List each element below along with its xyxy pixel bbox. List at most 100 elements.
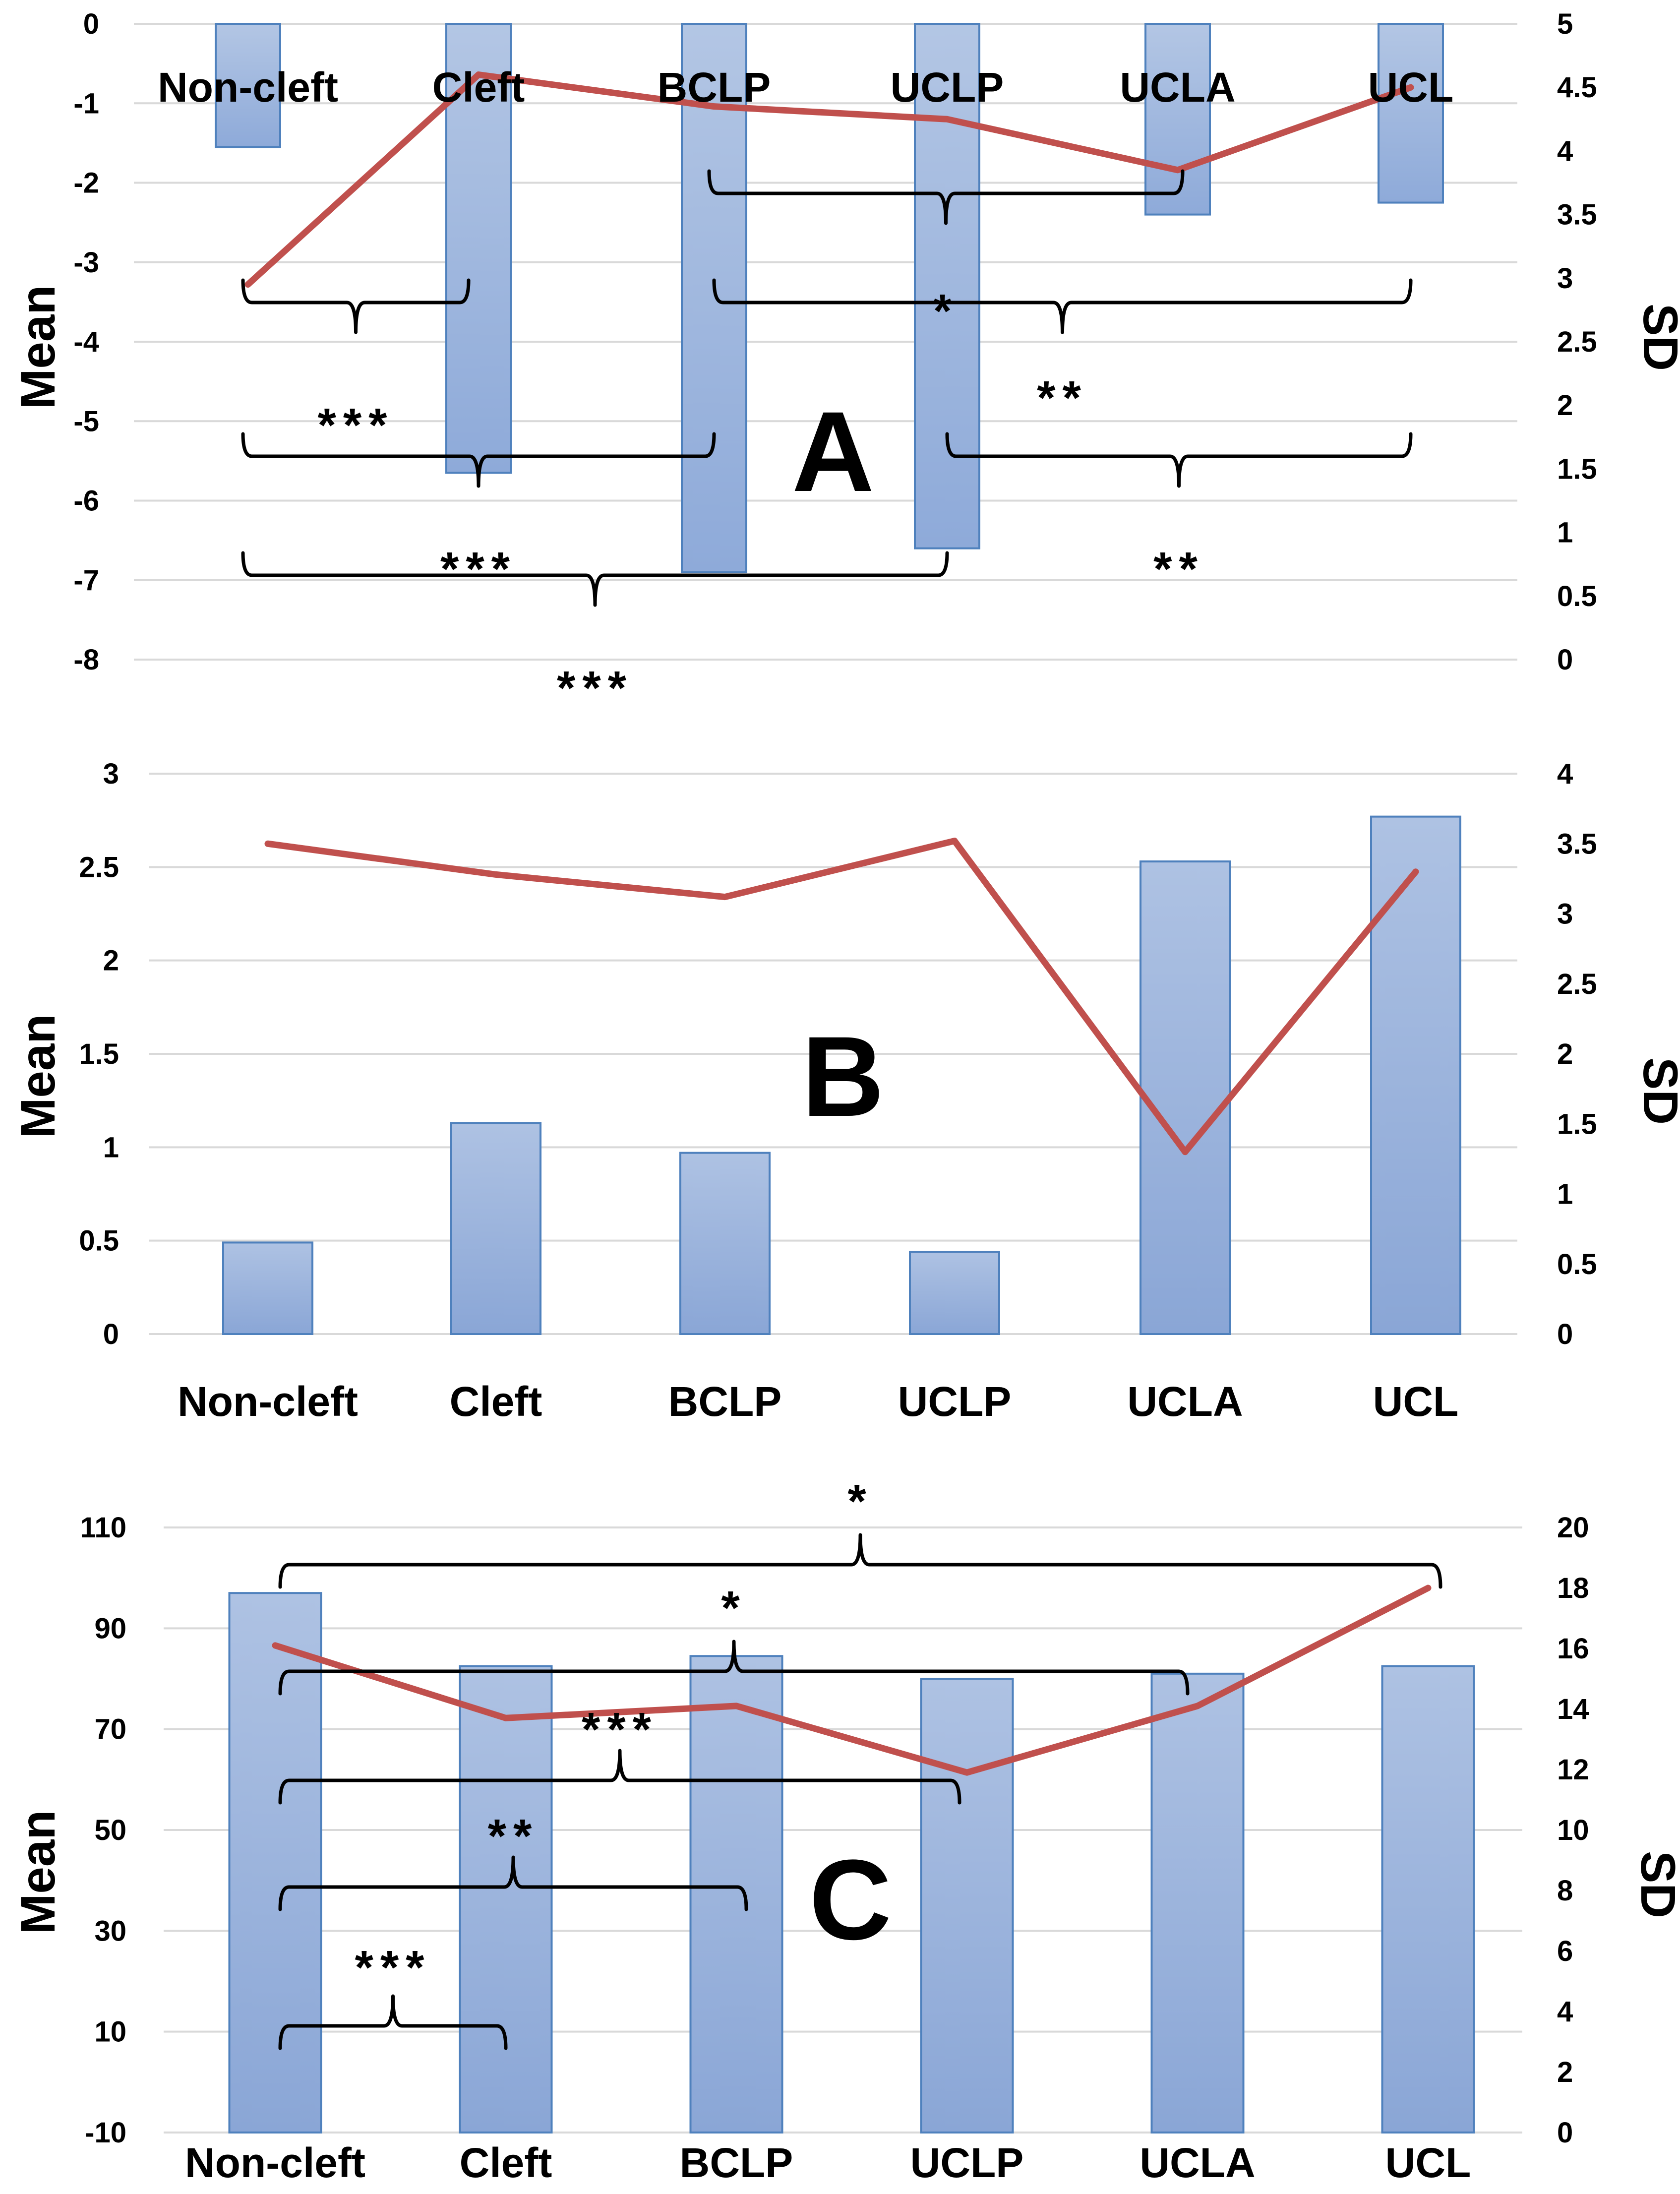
y2-tick-label: 10 (1557, 1814, 1589, 1846)
panel-letter: C (809, 1836, 892, 1963)
y2-tick-label: 4 (1557, 135, 1573, 167)
y2-tick-label: 3 (1557, 262, 1573, 295)
category-label: BCLP (668, 1378, 782, 1425)
bar-bclp (681, 23, 747, 573)
panel-a: 0 -1 -2 -3 -4 -5 -6 -7 -8 5 4.5 4 3.5 3 2.5 2 1.5 1 0.5 0 No… (10, 8, 1680, 715)
category-label: Non-cleft (158, 64, 338, 111)
category-label: UCLA (1127, 1378, 1243, 1425)
bar-ucl (1378, 23, 1444, 204)
bar-cleft (450, 1122, 541, 1336)
y2-tick-label: 4.5 (1557, 71, 1597, 104)
bar-uclp (914, 23, 980, 549)
category-label: Non-cleft (185, 2139, 365, 2186)
y-tick-label: 1.5 (79, 1038, 119, 1070)
significance-bracket (241, 551, 949, 607)
y-tick-label: 90 (94, 1612, 126, 1645)
y-tick-label: -2 (73, 167, 99, 199)
significance-stars: *** (355, 1941, 431, 1994)
y-tick-label: 1 (103, 1131, 119, 1163)
y-tick-label: 10 (94, 2016, 126, 2048)
category-label: UCLP (910, 2139, 1024, 2186)
y2-tick-label: 1.5 (1557, 453, 1597, 485)
sd-point (1410, 87, 1411, 88)
sd-point (1177, 169, 1178, 171)
significance-stars: * (721, 1582, 746, 1635)
y-tick-label: -7 (73, 564, 99, 597)
y2-tick-label: 0 (1557, 644, 1573, 676)
y2-tick-label: 20 (1557, 1512, 1589, 1544)
bar-uclp (909, 1251, 1000, 1335)
y2-tick-label: 3.5 (1557, 199, 1597, 231)
y-tick-label: 2.5 (79, 851, 119, 883)
y-tick-label: -10 (85, 2117, 126, 2149)
significance-bracket (278, 1994, 508, 2050)
category-label: Cleft (460, 2139, 552, 2186)
category-label: BCLP (680, 2139, 793, 2186)
category-label: UCLA (1120, 64, 1235, 111)
y2-tick-label: 0 (1557, 1318, 1573, 1350)
category-label: UCL (1368, 64, 1454, 111)
category-label: Cleft (450, 1378, 542, 1425)
sd-point (1185, 1151, 1186, 1153)
bar-non-cleft (215, 23, 281, 148)
y2-tick-label: 18 (1557, 1572, 1589, 1604)
category-label: Non-cleft (178, 1378, 358, 1425)
y2-tick-label: 1.5 (1557, 1108, 1597, 1140)
y2-axis-title: SD (1633, 1057, 1680, 1125)
sd-point (1415, 871, 1416, 872)
significance-stars: ** (1037, 371, 1088, 425)
sd-point (966, 1772, 967, 1773)
y-tick-label: -4 (73, 326, 99, 358)
y-axis-title: Mean (10, 285, 65, 410)
category-label: UCLP (891, 64, 1004, 111)
sd-line (264, 838, 1419, 1156)
category-label: UCLA (1140, 2139, 1255, 2186)
significance-bracket (707, 169, 1185, 225)
y2-tick-label: 2.5 (1557, 326, 1597, 358)
bar-ucla (1144, 23, 1211, 216)
bar-cleft (459, 1665, 553, 2133)
significance-bracket (241, 278, 471, 334)
y2-tick-label: 5 (1557, 8, 1573, 40)
bar-non-cleft (228, 1592, 322, 2134)
y2-tick-label: 0.5 (1557, 1248, 1597, 1280)
sd-point (478, 74, 479, 75)
category-label: Cleft (432, 64, 525, 111)
sd-point (267, 843, 268, 845)
y-axis-title: Mean (10, 1810, 65, 1935)
sd-point (495, 874, 496, 875)
significance-stars: ** (1153, 543, 1204, 596)
y2-tick-label: 4 (1557, 1996, 1573, 2028)
sd-point (505, 1717, 506, 1719)
y2-tick-label: 2 (1557, 389, 1573, 422)
bar-non-cleft (222, 1241, 313, 1336)
y2-tick-label: 6 (1557, 1935, 1573, 1967)
significance-bracket (278, 1640, 1190, 1696)
significance-bracket (241, 432, 716, 488)
y2-tick-label: 2 (1557, 2056, 1573, 2088)
y-tick-label: -5 (73, 405, 99, 437)
y2-tick-label: 3.5 (1557, 828, 1597, 860)
y2-tick-label: 1 (1557, 517, 1573, 549)
y2-tick-label: 0.5 (1557, 580, 1597, 612)
y-tick-label: 3 (103, 758, 119, 790)
sd-point (724, 896, 725, 898)
bar-ucl (1370, 815, 1461, 1335)
significance-stars: *** (557, 662, 633, 715)
y-tick-label: 2 (103, 945, 119, 977)
y-tick-label: 0 (103, 1318, 119, 1350)
category-label: UCL (1373, 1378, 1459, 1425)
significance-stars: *** (582, 1703, 658, 1756)
significance-bracket (278, 1855, 748, 1911)
sd-point (1428, 1587, 1429, 1588)
panel-letter: A (792, 388, 874, 515)
significance-stars: * (933, 285, 959, 338)
y2-tick-label: 2.5 (1557, 968, 1597, 1000)
y-tick-label: 0 (83, 8, 99, 40)
category-label: UCLP (898, 1378, 1012, 1425)
significance-stars: ** (488, 1810, 539, 1863)
significance-bracket (712, 278, 1413, 334)
y2-tick-label: 3 (1557, 898, 1573, 930)
sd-point (247, 284, 248, 285)
y2-tick-label: 14 (1557, 1693, 1589, 1725)
